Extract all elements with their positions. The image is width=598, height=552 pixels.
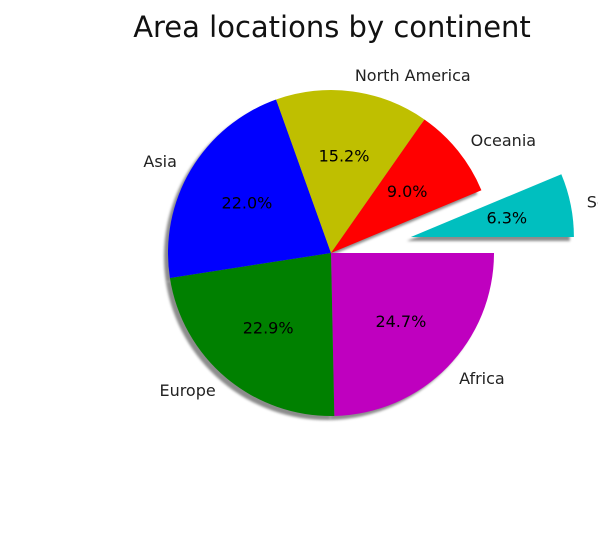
pie-slices — [167, 90, 574, 417]
percent-label-africa: 24.7% — [375, 312, 426, 331]
slice-label-oceania: Oceania — [471, 131, 536, 150]
slice-labels: Africa Europe Asia North America Oceania Sout… — [143, 66, 598, 400]
percent-label-north-america: 15.2% — [319, 147, 370, 166]
slice-label-africa: Africa — [459, 369, 505, 388]
percent-label-south-america: 6.3% — [486, 208, 527, 227]
pie-slice-europe — [169, 253, 335, 417]
slice-label-europe: Europe — [159, 381, 215, 400]
chart-title: Area locations by continent — [133, 10, 531, 44]
percent-label-oceania: 9.0% — [387, 182, 428, 201]
slice-label-asia: Asia — [143, 152, 177, 171]
pie-slice-oceania — [331, 119, 482, 253]
pie-slice-asia — [167, 99, 331, 278]
pie-slice-north-america — [276, 90, 425, 254]
slice-label-north-america: North America — [355, 66, 471, 85]
percent-labels: 24.7% 22.9% 22.0% 15.2% 9.0% 6.3% — [222, 147, 528, 338]
percent-label-europe: 22.9% — [243, 318, 294, 337]
percent-label-asia: 22.0% — [222, 194, 273, 213]
pie-slice-south-america — [410, 174, 574, 237]
pie-slice-africa — [331, 253, 494, 416]
slice-label-south-america: South America — [587, 192, 598, 211]
